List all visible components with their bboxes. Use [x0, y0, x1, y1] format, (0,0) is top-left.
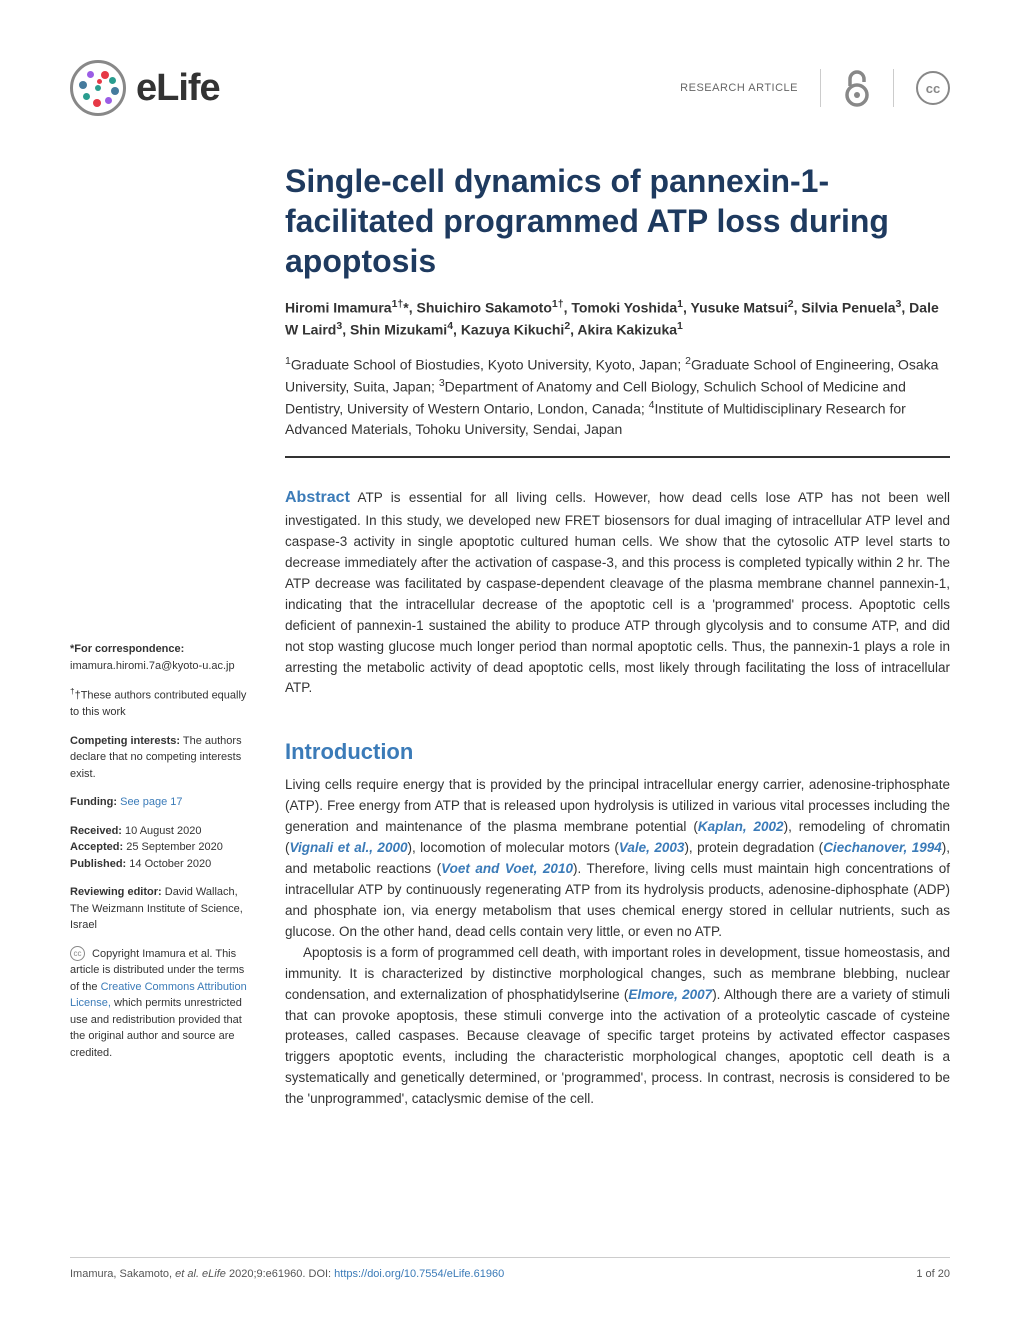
correspondence-label: *For correspondence: [70, 643, 184, 655]
cc-small-icon: cc [70, 946, 85, 961]
divider [893, 69, 894, 107]
copyright-block: cc Copyright Imamura et al. This article… [70, 946, 255, 1062]
contrib-note: ††These authors contributed equally to t… [70, 686, 255, 721]
content-area: *For correspondence: imamura.hiromi.7a@k… [70, 161, 950, 1110]
sidebar: *For correspondence: imamura.hiromi.7a@k… [70, 161, 255, 1110]
logo-mark [70, 60, 126, 116]
editor-block: Reviewing editor: David Wallach, The Wei… [70, 884, 255, 934]
page-number: 1 of 20 [916, 1268, 950, 1280]
open-access-icon [843, 68, 871, 108]
abstract-text: ATP is essential for all living cells. H… [285, 490, 950, 695]
correspondence-block: *For correspondence: imamura.hiromi.7a@k… [70, 641, 255, 674]
divider [820, 69, 821, 107]
header-meta: RESEARCH ARTICLE cc [680, 68, 950, 108]
introduction-body: Living cells require energy that is prov… [285, 775, 950, 1110]
cc-license-icon: cc [916, 71, 950, 105]
introduction-heading: Introduction [285, 739, 950, 765]
abstract-label: Abstract [285, 489, 350, 506]
doi-link[interactable]: https://doi.org/10.7554/eLife.61960 [334, 1268, 504, 1280]
intro-para-2: Apoptosis is a form of programmed cell d… [285, 943, 950, 1110]
article-title: Single-cell dynamics of pannexin-1-facil… [285, 161, 950, 281]
journal-logo: eLife [70, 60, 220, 116]
main-column: Single-cell dynamics of pannexin-1-facil… [285, 161, 950, 1110]
page-footer: Imamura, Sakamoto, et al. eLife 2020;9:e… [70, 1257, 950, 1280]
journal-name: eLife [136, 67, 220, 110]
correspondence-email: imamura.hiromi.7a@kyoto-u.ac.jp [70, 660, 235, 672]
authors-list: Hiromi Imamura1†*, Shuichiro Sakamoto1†,… [285, 297, 950, 340]
intro-para-1: Living cells require energy that is prov… [285, 775, 950, 942]
page-header: eLife RESEARCH ARTICLE cc [70, 60, 950, 116]
article-type-label: RESEARCH ARTICLE [680, 82, 798, 94]
funding-link[interactable]: See page 17 [117, 796, 182, 808]
funding-block: Funding: See page 17 [70, 794, 255, 811]
footer-citation: Imamura, Sakamoto, et al. eLife 2020;9:e… [70, 1268, 504, 1280]
competing-interests: Competing interests: The authors declare… [70, 733, 255, 783]
dates-block: Received: 10 August 2020 Accepted: 25 Se… [70, 823, 255, 873]
affiliations: 1Graduate School of Biostudies, Kyoto Un… [285, 354, 950, 458]
abstract: Abstract ATP is essential for all living… [285, 486, 950, 699]
